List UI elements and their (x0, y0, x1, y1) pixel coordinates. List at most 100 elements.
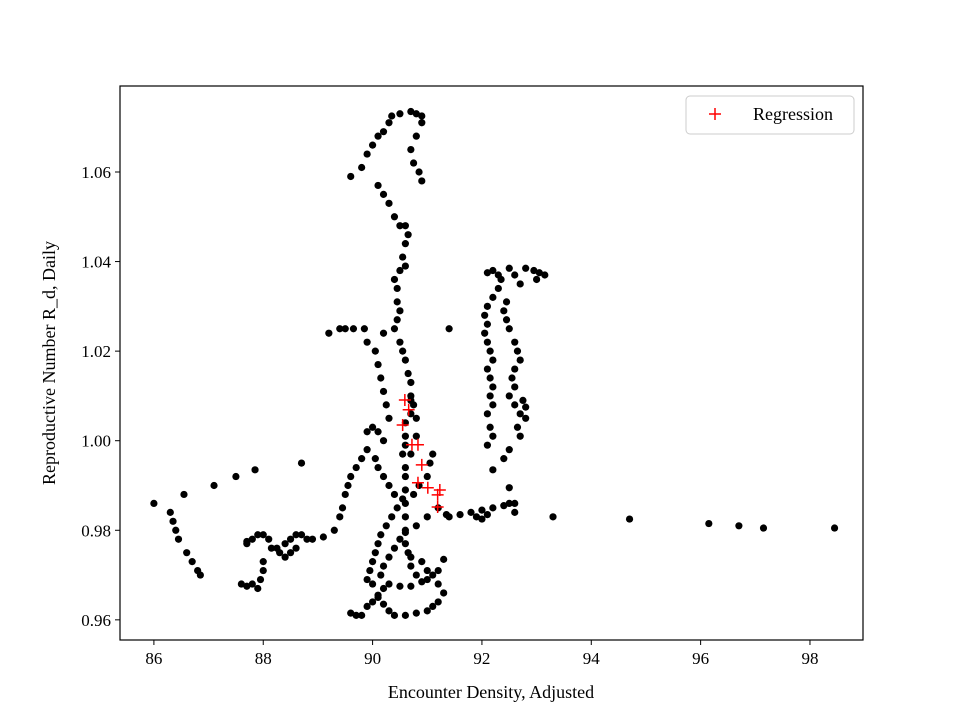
data-point (423, 566, 431, 575)
data-point (390, 213, 399, 221)
data-point (478, 515, 486, 523)
data-point (368, 141, 377, 149)
data-point (412, 414, 420, 422)
data-point (379, 190, 388, 198)
data-point (483, 510, 491, 519)
data-point (368, 580, 377, 588)
data-point (243, 537, 251, 546)
x-tick-label: 90 (364, 649, 381, 668)
data-point (363, 446, 371, 454)
data-point (377, 571, 385, 579)
data-point (418, 578, 426, 586)
data-point (382, 401, 390, 409)
data-point (401, 540, 409, 548)
data-point (374, 360, 382, 369)
data-point (412, 609, 420, 617)
data-point (363, 602, 371, 611)
y-axis-label: Reproductive Number R_d, Daily (39, 241, 59, 485)
data-point (513, 423, 522, 431)
data-point (418, 119, 426, 127)
data-point (533, 275, 541, 284)
regression-point (398, 393, 411, 406)
data-point (377, 531, 385, 539)
x-tick-label: 86 (145, 649, 162, 668)
data-point (399, 347, 407, 355)
data-point (374, 591, 382, 599)
data-point (404, 231, 412, 239)
data-point (522, 414, 530, 422)
data-point (330, 526, 338, 534)
data-point (486, 423, 494, 431)
data-point (379, 584, 388, 593)
data-point (511, 383, 519, 391)
data-point (385, 580, 393, 588)
data-point (472, 513, 481, 521)
data-point (385, 481, 393, 490)
data-point (489, 432, 497, 440)
data-point (336, 325, 344, 333)
data-point (516, 432, 524, 440)
data-point (483, 441, 491, 449)
regression-point (396, 419, 409, 432)
data-point (407, 582, 415, 590)
data-point (259, 566, 267, 575)
data-point (243, 582, 251, 590)
regression-point (411, 438, 424, 451)
data-point (385, 119, 393, 127)
data-point (232, 472, 240, 481)
regression-point (411, 476, 424, 489)
data-point (390, 275, 399, 284)
x-tick-label: 94 (583, 649, 601, 668)
data-point (368, 558, 377, 566)
x-tick-label: 92 (473, 649, 490, 668)
data-point (374, 181, 382, 190)
data-point (374, 428, 382, 436)
regression-point (433, 483, 446, 496)
data-point (390, 544, 399, 552)
data-point (535, 269, 543, 277)
y-tick-label: 1.00 (81, 432, 111, 451)
data-point (371, 347, 379, 355)
data-point (418, 112, 426, 120)
data-point (174, 535, 183, 543)
data-point (385, 553, 393, 561)
data-point (349, 325, 358, 333)
data-point (516, 410, 524, 418)
data-point (188, 558, 196, 566)
data-point (401, 472, 409, 481)
data-point (516, 356, 524, 364)
data-point (401, 441, 409, 449)
data-point (358, 611, 366, 619)
data-point (759, 524, 768, 532)
x-axis-label: Encounter Density, Adjusted (388, 682, 594, 702)
data-point (508, 374, 516, 382)
data-point (549, 513, 557, 521)
data-point (399, 450, 407, 458)
data-point (388, 112, 396, 120)
data-point (423, 513, 431, 521)
data-point (379, 562, 388, 570)
data-point (281, 540, 289, 548)
regression-point (431, 500, 444, 513)
data-point (399, 253, 407, 261)
data-point (489, 504, 497, 512)
data-point (486, 347, 494, 355)
x-tick-label: 98 (801, 649, 818, 668)
data-point (505, 392, 513, 400)
data-point (166, 508, 174, 516)
y-tick-label: 1.04 (81, 253, 111, 272)
data-point (183, 549, 191, 557)
data-point (390, 490, 399, 499)
data-point (286, 549, 295, 557)
data-point (379, 387, 388, 396)
data-point (401, 528, 409, 537)
data-point (371, 549, 379, 557)
data-point (374, 540, 382, 548)
data-point (341, 490, 349, 499)
regression-point (421, 481, 434, 494)
data-point (467, 508, 475, 516)
data-point (483, 269, 491, 277)
data-point (401, 611, 409, 619)
data-point (368, 423, 377, 431)
data-point (399, 495, 407, 503)
